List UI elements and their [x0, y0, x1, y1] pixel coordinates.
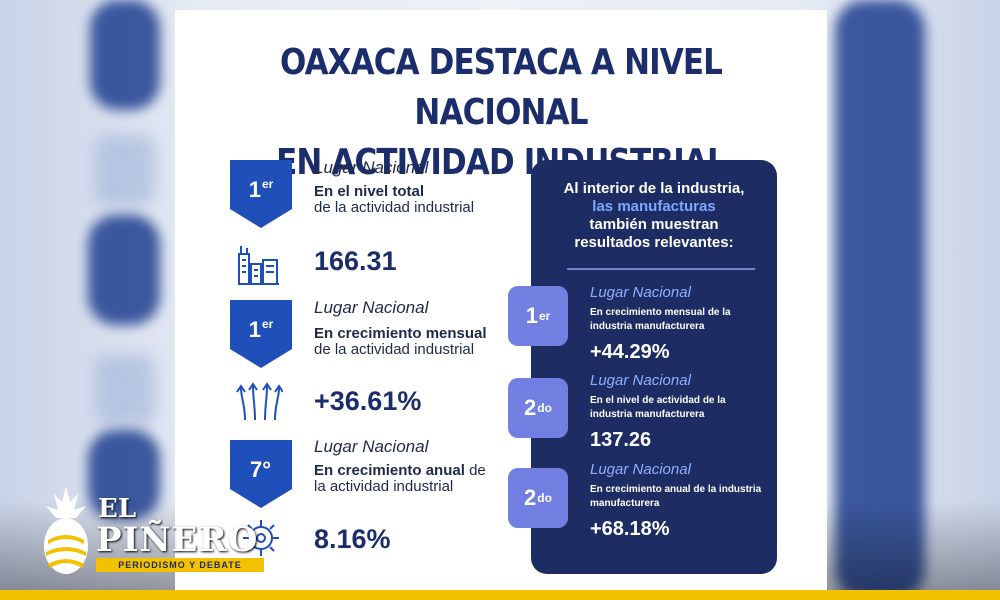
- item-description: En crecimiento anual de la actividad ind…: [314, 463, 489, 495]
- el-pinero-logo: EL PIÑERO PERIODISMO Y DEBATE: [36, 484, 276, 584]
- rank-badge-suffix: er: [538, 309, 551, 323]
- rank-badge-2: 1 er: [230, 300, 292, 368]
- panel-lugar-title: Lugar Nacional: [590, 284, 691, 301]
- item-value: 8.16%: [314, 524, 391, 554]
- rank-badge-number: 1: [248, 177, 261, 202]
- lugar-title: Lugar Nacional: [314, 158, 429, 177]
- panel-rank-badge-1: 1 er: [508, 286, 568, 346]
- rank-badge-suffix: do: [537, 491, 552, 505]
- background-blur-right: [835, 0, 925, 600]
- logo-tagline: PERIODISMO Y DEBATE: [96, 558, 264, 572]
- panel-rank-badge-3: 2 do: [508, 468, 568, 528]
- rank-badge-number: 1: [525, 303, 538, 328]
- arrows-up-icon: [236, 382, 283, 421]
- item-value: +36.61%: [314, 386, 422, 416]
- manufacturing-panel: Al interior de la industria, las manufac…: [508, 160, 777, 574]
- panel-item-value: +68.18%: [590, 518, 670, 540]
- pineapple-icon: [44, 486, 88, 574]
- background-blur-left-2: [95, 135, 155, 205]
- panel-item-description: En el nivel de actividad de la industria…: [590, 395, 726, 420]
- rank-badge-number: 2: [524, 395, 537, 420]
- panel-item-value: 137.26: [590, 429, 652, 451]
- rank-badge-number: 7°: [249, 457, 272, 482]
- brand-stripe: [0, 590, 1000, 600]
- rank-badge-suffix: do: [537, 401, 552, 415]
- panel-heading: Al interior de la industria, las manufac…: [531, 180, 777, 252]
- panel-heading-line-4: resultados relevantes:: [574, 234, 734, 251]
- factory-icon: [238, 246, 279, 285]
- panel-item-value: +44.29%: [590, 341, 670, 363]
- infographic-card: OAXACA DESTACA A NIVEL NACIONAL EN ACTIV…: [175, 10, 827, 592]
- background-blur-left-4: [95, 355, 155, 425]
- gear-icon: [243, 520, 279, 556]
- desc-bold: En crecimiento anual: [314, 462, 465, 479]
- panel-item-description: En crecimiento anual de la industria man…: [590, 484, 762, 509]
- panel-heading-line-3: también muestran: [589, 216, 719, 233]
- headline-line-1: OAXACA DESTACA A NIVEL NACIONAL: [279, 42, 723, 133]
- panel-heading-highlight: las manufacturas: [592, 198, 716, 215]
- rank-badge-1: 1 er: [230, 160, 292, 228]
- panel-item-description: En crecimiento mensual de la industria m…: [590, 307, 731, 332]
- logo-el-text: EL: [98, 494, 137, 524]
- item-description: En el nivel total de la actividad indust…: [314, 184, 489, 216]
- panel-divider: [567, 268, 755, 270]
- rank-badge-number: 2: [524, 485, 537, 510]
- desc-rest: de la actividad industrial: [314, 341, 475, 358]
- lugar-title: Lugar Nacional: [314, 298, 429, 317]
- desc-rest: de la actividad industrial: [314, 462, 486, 495]
- panel-lugar-title: Lugar Nacional: [590, 372, 691, 389]
- panel-rank-badge-2: 2 do: [508, 378, 568, 438]
- desc-rest: de la actividad industrial: [314, 199, 475, 216]
- rank-badge-suffix: er: [261, 177, 274, 191]
- panel-lugar-title: Lugar Nacional: [590, 461, 691, 478]
- rank-badge-suffix: er: [261, 317, 274, 331]
- rank-badge-number: 1: [248, 317, 261, 342]
- panel-heading-line-1: Al interior de la industria,: [563, 180, 745, 197]
- background-blur-left-3: [88, 215, 160, 325]
- item-value: 166.31: [314, 246, 397, 276]
- lugar-title: Lugar Nacional: [314, 437, 429, 456]
- desc-bold: En crecimiento mensual: [314, 325, 487, 342]
- background-blur-left-1: [90, 0, 160, 110]
- desc-bold: En el nivel total: [314, 183, 425, 200]
- item-description: En crecimiento mensual de la actividad i…: [314, 326, 489, 358]
- logo-name-text: PIÑERO: [96, 520, 259, 560]
- headline: OAXACA DESTACA A NIVEL NACIONAL EN ACTIV…: [221, 38, 782, 188]
- background-blur-left-5: [88, 430, 160, 520]
